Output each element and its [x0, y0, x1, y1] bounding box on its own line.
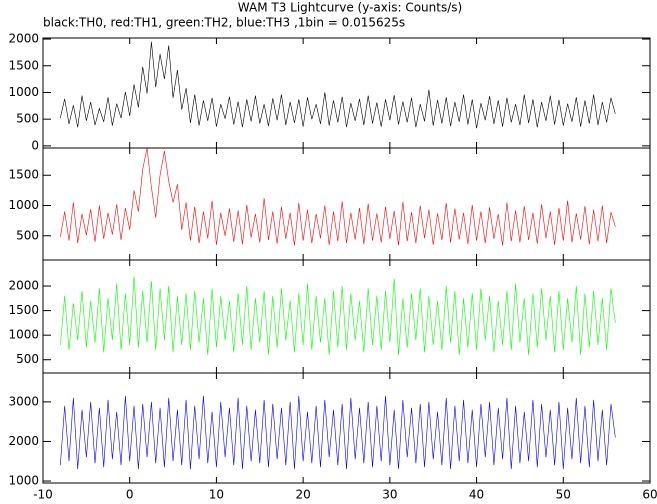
x-tick-label: -10 [33, 488, 53, 502]
light-curve [60, 147, 616, 246]
x-tick-label: 50 [556, 488, 571, 502]
light-curve [60, 41, 616, 129]
light-curve [60, 276, 616, 355]
x-tick-label: 20 [296, 488, 311, 502]
chart-title: WAM T3 Lightcurve (y-axis: Counts/s) [238, 1, 462, 15]
y-tick-label: 1000 [8, 474, 39, 488]
y-tick-label: 1500 [8, 303, 39, 317]
x-tick-label: 40 [469, 488, 484, 502]
x-tick-label: 30 [382, 488, 397, 502]
y-tick-label: 3000 [8, 394, 39, 408]
chart-subtitle: black:TH0, red:TH1, green:TH2, blue:TH3 … [43, 16, 405, 30]
x-tick-label: 0 [126, 488, 134, 502]
y-tick-label: 1500 [8, 168, 39, 182]
y-tick-label: 1500 [8, 58, 39, 72]
y-tick-label: 500 [16, 228, 39, 242]
y-tick-label: 0 [31, 138, 39, 152]
x-tick-label: 10 [209, 488, 224, 502]
y-tick-label: 1000 [8, 198, 39, 212]
y-tick-label: 500 [16, 352, 39, 366]
y-tick-label: 1000 [8, 328, 39, 342]
y-tick-label: 1000 [8, 85, 39, 99]
panel-frame [42, 37, 651, 149]
x-tick-label: 60 [642, 488, 657, 502]
y-tick-label: 2000 [8, 434, 39, 448]
light-curve [60, 395, 616, 470]
y-tick-label: 2000 [8, 32, 39, 46]
panel-frame [42, 372, 651, 484]
panel-frame [42, 147, 651, 261]
y-tick-label: 500 [16, 112, 39, 126]
y-tick-label: 2000 [8, 279, 39, 293]
